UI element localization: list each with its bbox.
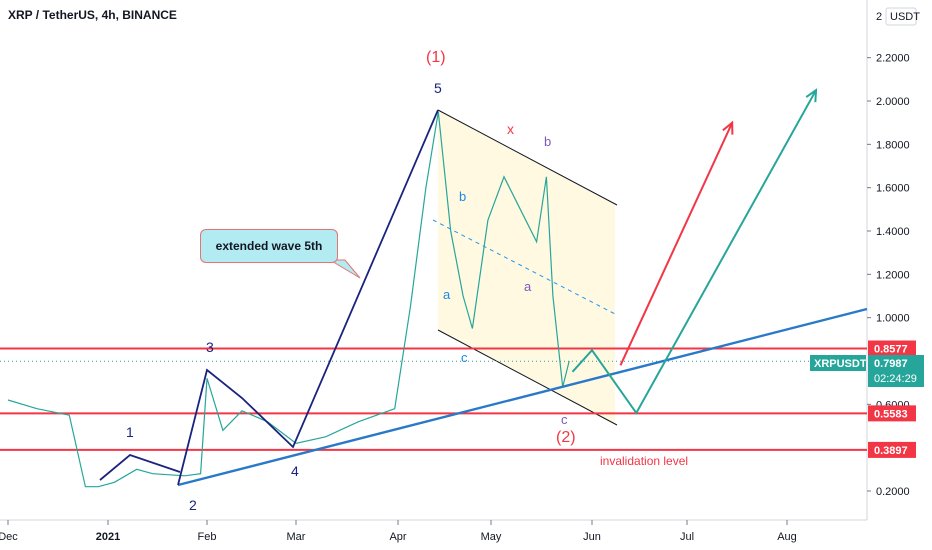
time-axis-ticks: Dec 2021 Feb Mar Apr May Jun Jul Aug: [0, 520, 797, 543]
level-tag-value: 0.5583: [874, 408, 908, 420]
scale-top-label: 2: [876, 11, 882, 23]
x-tick-label: Feb: [198, 531, 217, 543]
wave-4-label: 4: [291, 463, 299, 479]
forecast-arrowhead: [722, 120, 734, 135]
wave-b-lower-label: b: [459, 189, 466, 204]
extended-wave-callout: extended wave 5th: [200, 229, 338, 263]
y-tick-label: 1.0000: [876, 313, 910, 325]
y-tick-label: 1.2000: [876, 269, 910, 281]
wave-1-line: [99, 453, 181, 481]
price-axis-ticks: 2.2000 2.0000 1.8000 1.6000 1.4000 1.2000 1.00…: [867, 53, 910, 498]
x-tick-label: Aug: [777, 531, 797, 543]
wave-2-label: 2: [189, 497, 197, 513]
forecast-path: [571, 89, 817, 415]
callout-pointer: [328, 259, 361, 279]
level-tag-bg: [868, 405, 916, 422]
wave-b-upper-label: b: [544, 134, 551, 149]
level-tag-bg: [868, 441, 916, 458]
wave-1-label: 1: [126, 424, 134, 440]
forecast-paths: [571, 88, 818, 415]
y-tick-label: 1.8000: [876, 139, 910, 151]
price-tags: 0.8577 0.5583 0.3897: [868, 340, 916, 458]
x-tick-label: Mar: [287, 531, 306, 543]
wave-x-label: x: [507, 121, 514, 137]
current-price-tag: XRPUSDT 0.7987 02:24:29: [810, 355, 924, 387]
wave-5-label: 5: [434, 80, 442, 96]
invalidation-label: invalidation level: [600, 454, 688, 468]
wave-2-major-label: (2): [556, 429, 576, 446]
wave-c-bottom-label: c: [561, 412, 568, 427]
level-tag-bg: [868, 340, 916, 357]
y-tick-label: 1.6000: [876, 183, 910, 195]
scale-currency-box[interactable]: 2 USDT: [876, 7, 920, 26]
wave-a-left-label: a: [443, 287, 451, 302]
wave-1-major-label: (1): [426, 49, 446, 66]
symbol-tag: XRPUSDT: [814, 358, 867, 370]
support-trendline: [177, 307, 868, 487]
level-lines: [0, 347, 867, 451]
y-tick-label: 2.0000: [876, 96, 910, 108]
channel-lower-line: [437, 329, 618, 426]
currency-label: USDT: [890, 11, 920, 23]
x-tick-label: 2021: [96, 531, 120, 543]
x-tick-label: Jun: [583, 531, 601, 543]
wave-c-left-label: c: [461, 350, 468, 365]
level-tag-value: 0.3897: [874, 445, 908, 457]
price-series-line: [7, 111, 570, 488]
impulse-wave-line: [177, 109, 439, 486]
forecast-path: [619, 122, 734, 366]
y-tick-label: 1.4000: [876, 226, 910, 238]
x-tick-label: Apr: [389, 531, 406, 543]
wave-3-label: 3: [206, 339, 214, 355]
channel-mid-line: [432, 219, 618, 316]
correction-channel-fill: [438, 110, 615, 425]
current-price-value: 0.7987: [874, 358, 908, 370]
wave-a-right-label: a: [524, 279, 532, 294]
level-tag-value: 0.8577: [874, 343, 908, 355]
x-tick-label: May: [481, 531, 502, 543]
x-tick-label: Jul: [680, 531, 694, 543]
forecast-arrowhead: [805, 88, 818, 103]
countdown-timer: 02:24:29: [874, 373, 917, 385]
chart-title: XRP / TetherUS, 4h, BINANCE: [8, 8, 177, 22]
x-tick-label: Dec: [0, 531, 18, 543]
channel-upper-line: [437, 109, 618, 206]
y-tick-label: 0.2000: [876, 486, 910, 498]
y-tick-label: 2.2000: [876, 53, 910, 65]
